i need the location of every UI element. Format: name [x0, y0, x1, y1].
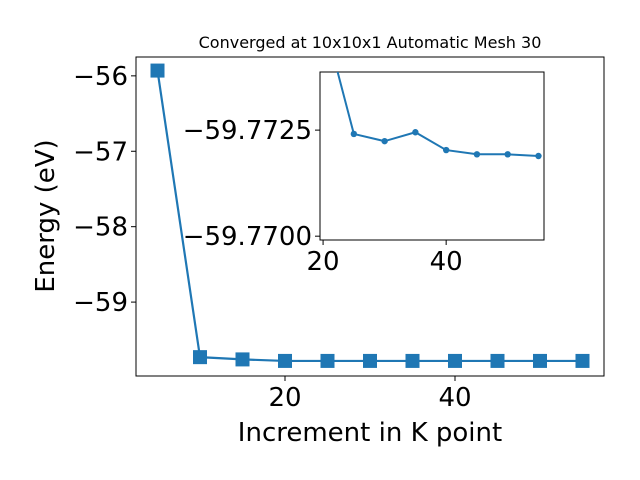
y-tick-label: −57 [73, 137, 128, 167]
x-tick-label: 20 [307, 247, 340, 277]
chart-title: Converged at 10x10x1 Automatic Mesh 30 [199, 33, 542, 52]
marker [363, 353, 377, 368]
x-tick-label: 40 [438, 383, 471, 413]
y-tick-label: −58 [73, 213, 128, 243]
data-line [336, 72, 539, 157]
marker [504, 151, 511, 158]
x-tick-label: 40 [430, 247, 463, 277]
y-axis-label: Energy (eV) [31, 139, 61, 292]
marker [442, 146, 450, 154]
y-tick-label: −56 [73, 62, 128, 92]
marker [412, 129, 419, 136]
marker [490, 353, 505, 368]
marker [193, 350, 208, 365]
marker [320, 13, 326, 19]
marker [150, 63, 165, 78]
y-tick-label: −59.7725 [183, 116, 312, 146]
marker [320, 353, 335, 368]
marker [235, 352, 250, 367]
marker [381, 137, 388, 145]
marker [278, 353, 293, 368]
series [320, 13, 542, 160]
marker [575, 353, 590, 368]
series [150, 63, 590, 368]
y-tick-label: −59 [73, 288, 128, 318]
x-tick-label: 20 [268, 383, 301, 413]
marker [535, 152, 542, 160]
marker [473, 151, 481, 158]
marker [532, 353, 547, 368]
y-tick-label: −59.7700 [183, 222, 312, 252]
marker [350, 130, 358, 138]
marker [405, 353, 420, 368]
marker [447, 353, 462, 368]
x-axis-label: Increment in K point [238, 418, 502, 448]
